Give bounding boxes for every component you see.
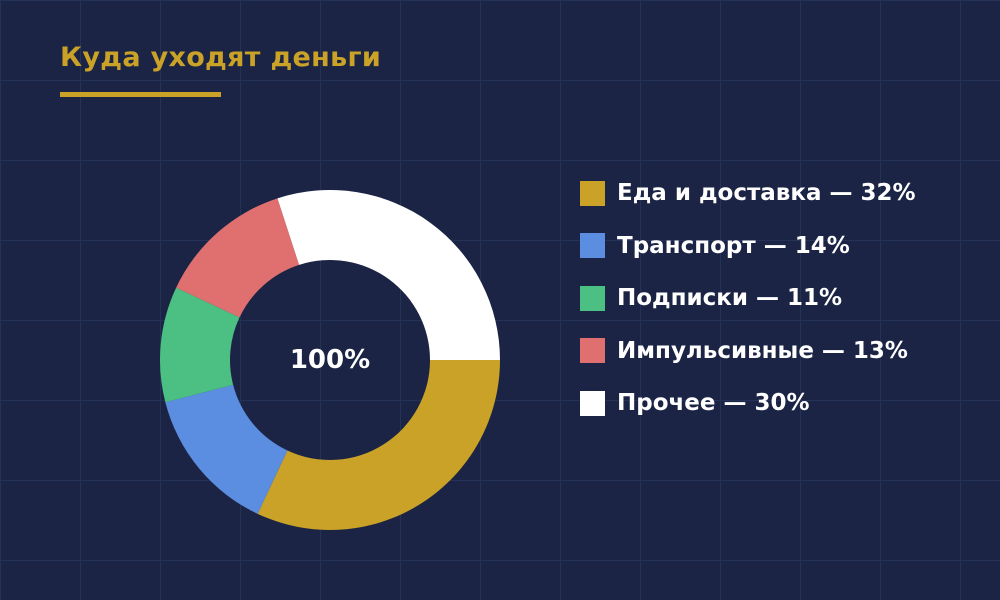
legend-swatch bbox=[580, 285, 605, 311]
legend-label: Прочее — 30% bbox=[617, 390, 810, 416]
legend-item: Импульсивные — 13% bbox=[580, 338, 916, 364]
donut-slice-2 bbox=[165, 384, 288, 514]
title-underline bbox=[60, 92, 221, 97]
donut-slice-5 bbox=[277, 190, 500, 360]
legend-label: Подписки — 11% bbox=[617, 285, 843, 311]
legend-label: Импульсивные — 13% bbox=[617, 337, 908, 364]
legend-label: Еда и доставка — 32% bbox=[617, 180, 916, 206]
legend-item: Транспорт — 14% bbox=[580, 233, 916, 259]
legend-label: Транспорт — 14% bbox=[617, 232, 850, 259]
donut-slice-3 bbox=[159, 287, 240, 403]
legend-item: Еда и доставка — 32% bbox=[580, 180, 916, 206]
legend-swatch bbox=[580, 233, 605, 258]
donut-slices bbox=[159, 190, 500, 530]
donut-slice-4 bbox=[176, 198, 300, 318]
chart-title: Куда уходят деньги bbox=[60, 42, 382, 73]
legend-swatch bbox=[580, 180, 605, 206]
legend-swatch bbox=[580, 390, 605, 416]
legend-item: Прочее — 30% bbox=[580, 390, 916, 416]
donut-slice-1 bbox=[257, 360, 500, 530]
legend-item: Подписки — 11% bbox=[580, 285, 916, 311]
donut-chart: 100% bbox=[159, 190, 500, 530]
chart-legend: Еда и доставка — 32% Транспорт — 14% Подпи… bbox=[580, 180, 916, 443]
center-label: 100% bbox=[290, 345, 370, 375]
legend-swatch bbox=[580, 338, 605, 363]
